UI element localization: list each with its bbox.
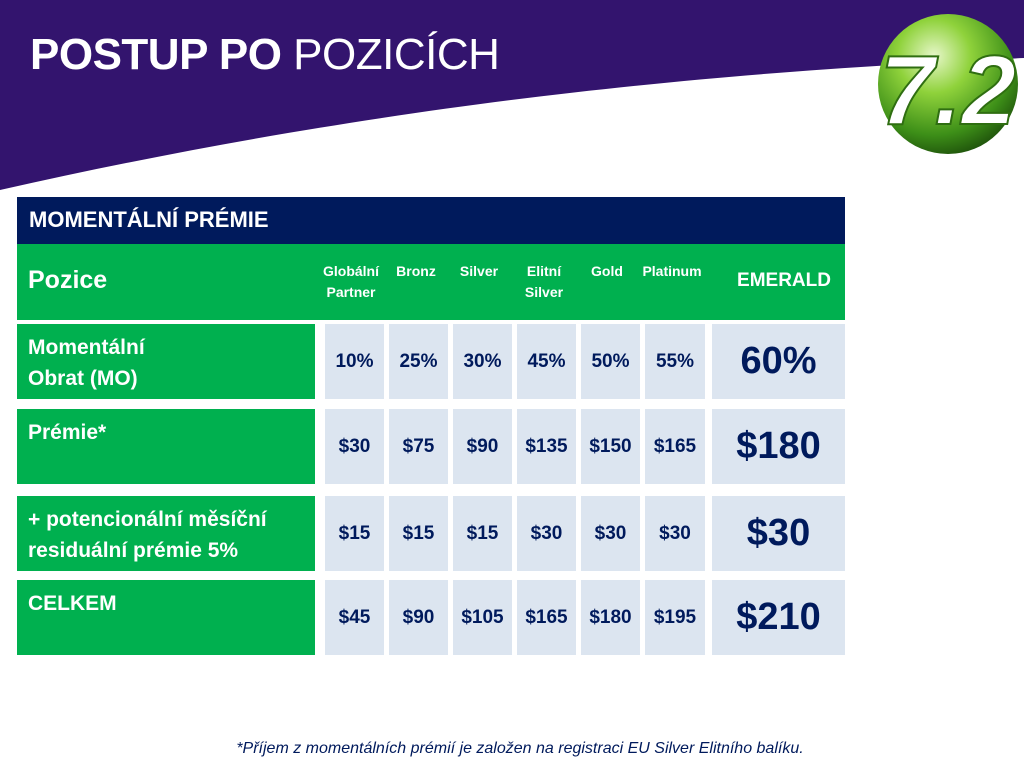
- emerald-value: $180: [712, 409, 845, 484]
- emerald-value: $210: [712, 580, 845, 655]
- svg-text:7.2: 7.2: [880, 35, 1016, 145]
- row-label-residualni-premie: + potencionální měsíční residuální prémi…: [17, 496, 315, 571]
- col-header-globalni-partner: Globální Partner: [323, 263, 379, 300]
- cell-value: $30: [581, 496, 640, 571]
- cell-value: $30: [517, 496, 576, 571]
- logo-7-2-icon: 7.2: [878, 14, 1018, 154]
- cell-value: 10%: [325, 324, 384, 399]
- title-regular: POZICÍCH: [281, 30, 500, 79]
- cell-value: $90: [453, 409, 512, 484]
- cell-value: $15: [453, 496, 512, 571]
- title-bold: POSTUP PO: [30, 30, 282, 79]
- cell-value: $30: [645, 496, 705, 571]
- row-label-momentalni-obrat: Momentální Obrat (MO): [17, 324, 315, 399]
- table-header-title: MOMENTÁLNÍ PRÉMIE: [17, 197, 845, 244]
- cell-value: $15: [389, 496, 448, 571]
- cell-value: 30%: [453, 324, 512, 399]
- cell-value: $45: [325, 580, 384, 655]
- col-header-emerald: EMERALD: [737, 270, 831, 291]
- cell-value: $165: [645, 409, 705, 484]
- col-header-silver: Silver: [459, 263, 499, 279]
- cell-value: $150: [581, 409, 640, 484]
- cell-value: $180: [581, 580, 640, 655]
- row-label-premie: Prémie*: [17, 409, 315, 484]
- cell-value: $75: [389, 409, 448, 484]
- emerald-value: 60%: [712, 324, 845, 399]
- col-header-gold: Gold: [591, 263, 623, 279]
- cell-value: 45%: [517, 324, 576, 399]
- pozice-label: Pozice: [28, 266, 108, 294]
- cell-value: $195: [645, 580, 705, 655]
- cell-value: 55%: [645, 324, 705, 399]
- cell-value: 25%: [389, 324, 448, 399]
- footnote: *Příjem z momentálních prémií je založen…: [236, 740, 804, 757]
- cell-value: $165: [517, 580, 576, 655]
- col-header-elitni-silver: Elitní Silver: [524, 263, 564, 300]
- cell-value: $135: [517, 409, 576, 484]
- cell-value: 50%: [581, 324, 640, 399]
- positions-header-row: Pozice Globální Partner Bronz Silver Eli…: [17, 244, 845, 320]
- emerald-value: $30: [712, 496, 845, 571]
- row-label-celkem: CELKEM: [17, 580, 315, 655]
- col-header-bronz: Bronz: [396, 263, 436, 279]
- col-header-platinum: Platinum: [642, 263, 702, 279]
- page-title: POSTUP PO POZICÍCH: [30, 30, 500, 80]
- cell-value: $15: [325, 496, 384, 571]
- cell-value: $30: [325, 409, 384, 484]
- cell-value: $90: [389, 580, 448, 655]
- title-banner: [0, 0, 1024, 190]
- cell-value: $105: [453, 580, 512, 655]
